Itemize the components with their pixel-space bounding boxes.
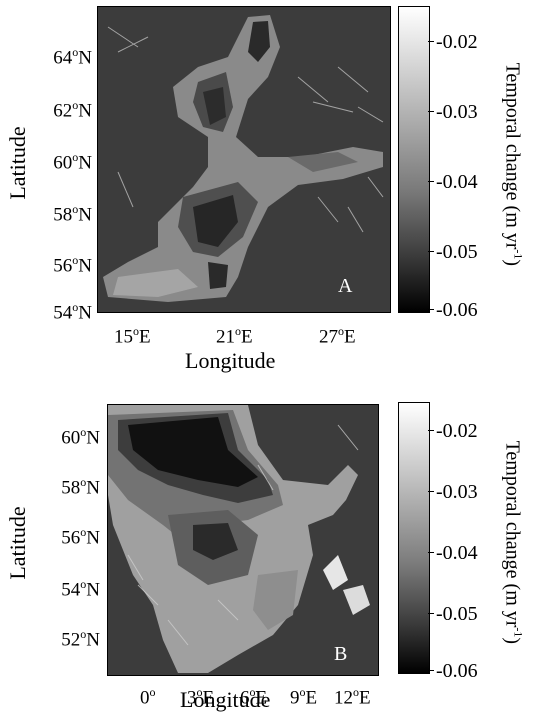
xtick-b-6: 6oE [240, 685, 268, 709]
cbtick-b-1: -0.02 [428, 420, 478, 442]
xtick-a-27: 27oE [319, 324, 356, 348]
xlabel-b: Longitude [180, 687, 271, 712]
xtick-b-0: 0o [140, 685, 156, 709]
colorbar-a [398, 6, 430, 313]
ytick-a-62: 62oN [53, 98, 92, 122]
cbtick-b-2: -0.03 [428, 481, 478, 503]
xtick-a-15: 15oE [114, 324, 151, 348]
panel-b: B 60oN 58oN 56oN 54oN 52oN 0o 3oE 6oE 9o… [0, 385, 533, 716]
cbtick-a-4: -0.05 [428, 241, 478, 263]
cbtick-b-4: -0.05 [428, 603, 478, 625]
colorbar-label-a: Temporal change (m yr-1) [501, 62, 526, 267]
xtick-b-9: 9oE [290, 685, 318, 709]
xlabel-a: Longitude [185, 348, 276, 373]
ytick-a-54: 54oN [53, 300, 92, 324]
ytick-b-60: 60oN [61, 425, 100, 449]
xtick-a-21: 21oE [216, 324, 253, 348]
ytick-a-58: 58oN [53, 202, 92, 226]
xtick-b-3: 3oE [187, 685, 215, 709]
cbtick-a-3: -0.04 [428, 171, 478, 193]
cbtick-b-5: -0.06 [428, 660, 478, 682]
panel-letter-a: A [338, 275, 353, 297]
panel-a: A 64oN 62oN 60oN 58oN 56oN 54oN 15oE 21o… [5, 6, 526, 373]
ylabel-b: Latitude [5, 506, 30, 580]
cbtick-a-2: -0.03 [428, 101, 478, 123]
ytick-a-64: 64oN [53, 45, 92, 69]
colorbar-b [398, 402, 430, 674]
map-north-sea: B [107, 404, 379, 676]
ytick-b-58: 58oN [61, 475, 100, 499]
colorbar-label-b: Temporal change (m yr-1) [501, 440, 526, 645]
panel-letter-b: B [334, 643, 348, 665]
xtick-b-12: 12oE [334, 685, 371, 709]
cbtick-a-1: -0.02 [428, 31, 478, 53]
ytick-b-56: 56oN [61, 525, 100, 549]
ytick-b-52: 52oN [61, 627, 100, 651]
map-baltic-sea: A [97, 6, 391, 313]
cbtick-a-5: -0.06 [428, 299, 478, 321]
ylabel-a: Latitude [5, 126, 30, 200]
ytick-a-56: 56oN [53, 253, 92, 277]
cbtick-b-3: -0.04 [428, 542, 478, 564]
ytick-b-54: 54oN [61, 577, 100, 601]
ytick-a-60: 60oN [53, 150, 92, 174]
